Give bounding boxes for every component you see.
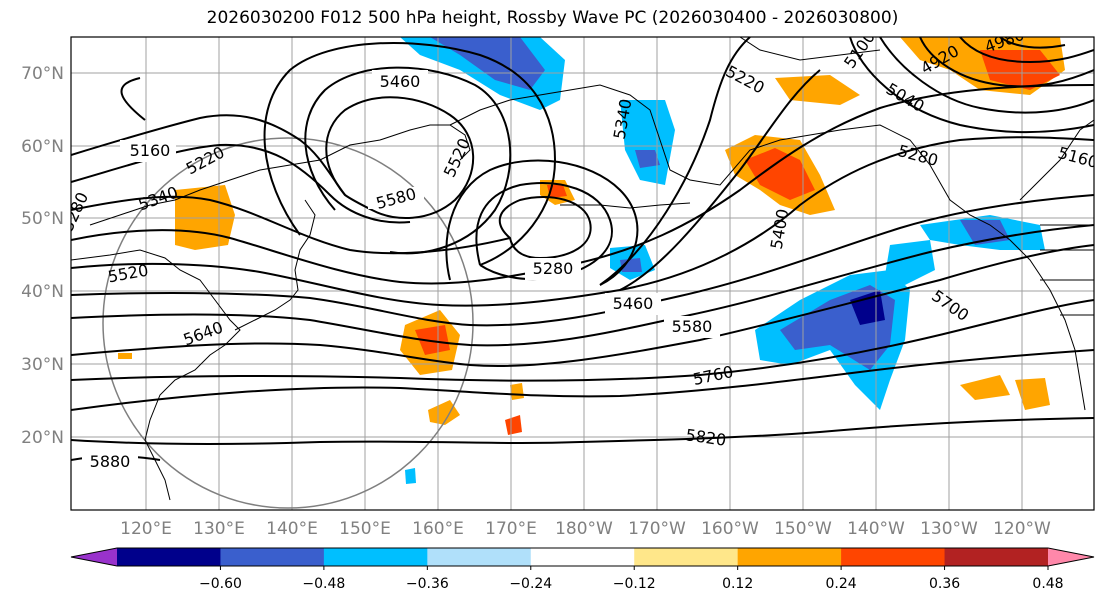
latitude-labels: 70°N 60°N 50°N 40°N 30°N 20°N [21,64,64,448]
contour-label: 5460 [613,294,654,313]
lon-label: 140°W [847,519,905,539]
colorbar-tick-label: 0.48 [1032,576,1063,592]
lat-label: 20°N [21,428,64,448]
lat-label: 70°N [21,64,64,84]
lat-label: 50°N [21,209,64,229]
lon-label: 150°E [339,519,391,539]
colorbar-tick-label: −0.36 [406,576,449,592]
lon-label: 120°W [993,519,1051,539]
colorbar-tick-label: −0.60 [199,576,242,592]
lon-label: 160°E [412,519,464,539]
colorbar-swatch [841,548,946,566]
contour-label: 5880 [90,452,131,471]
height-contours [71,37,1094,461]
colorbar-swatch [427,548,532,566]
colorbar-swatch [944,548,1049,566]
map-area: 5460 5160 5220 5340 5580 5520 5280 5460 … [71,37,1094,510]
colorbar-swatch [323,548,428,566]
colorbar-tick-label: 0.36 [929,576,960,592]
lat-label: 40°N [21,282,64,302]
colorbar-tick-label: −0.48 [302,576,345,592]
colorbar-swatch [220,548,325,566]
lat-label: 60°N [21,137,64,157]
colorbar-tick-label: −0.12 [613,576,656,592]
range-circle [102,137,474,509]
longitude-labels: 120°E 130°E 140°E 150°E 160°E 170°E 180°… [120,519,1051,539]
lon-label: 140°E [266,519,318,539]
colorbar-swatch [737,548,842,566]
lon-label: 150°W [774,519,832,539]
colorbar-swatch [634,548,739,566]
lon-label: 160°W [701,519,759,539]
contour-label: 5580 [672,317,713,336]
lat-label: 30°N [21,355,64,375]
colorbar-swatch [117,548,221,566]
colorbar-tick-label: −0.24 [509,576,552,592]
contour-label: 5160 [130,141,171,160]
contour-label: 5460 [380,72,421,91]
lon-label: 130°W [920,519,978,539]
lon-label: 180°W [555,519,613,539]
coastlines [71,37,1094,501]
lon-label: 170°E [485,519,537,539]
contour-label: 5280 [533,259,574,278]
colorbar: −0.60 −0.48 −0.36 −0.24 −0.12 0.12 0.24 0.36 0.4… [70,547,1095,592]
colorbar-tick-label: 0.24 [826,576,857,592]
colorbar-swatch [530,548,635,566]
lon-label: 170°W [628,519,686,539]
graticule [71,37,1094,510]
colorbar-extend-low [71,548,117,566]
colorbar-tick-label: 0.12 [722,576,753,592]
map-frame [70,36,1095,511]
lon-label: 130°E [193,519,245,539]
colorbar-outline [70,547,1095,567]
figure-title: 2026030200 F012 500 hPa height, Rossby W… [206,8,899,28]
lon-label: 120°E [120,519,172,539]
colorbar-extend-high [1048,548,1094,566]
